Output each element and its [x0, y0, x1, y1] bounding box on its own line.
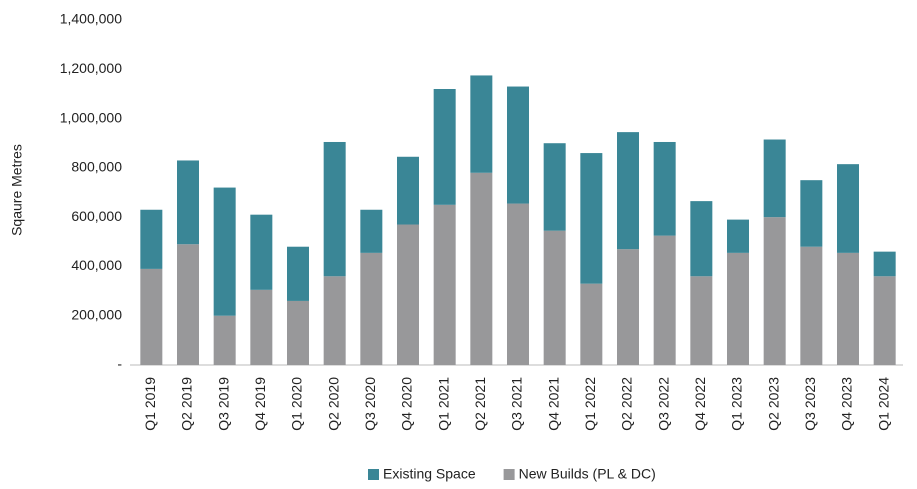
y-axis-label: Sqaure Metres: [9, 144, 25, 236]
bar-segment: [763, 139, 786, 218]
bar-segment: [213, 315, 236, 365]
bar-segment: [690, 201, 713, 277]
x-tick-label: Q4 2019: [252, 377, 268, 431]
x-tick-label: Q1 2022: [582, 377, 598, 431]
bar-segment: [250, 289, 273, 365]
bar-segment: [873, 251, 896, 277]
y-tick-label: -: [117, 356, 122, 372]
bar-segment: [360, 252, 383, 365]
legend-swatch: [503, 469, 515, 480]
bar-segment: [250, 214, 273, 290]
bar-segment: [507, 86, 529, 204]
y-tick-label: 1,200,000: [60, 60, 122, 76]
x-tick-label: Q3 2022: [655, 377, 671, 431]
bar-segment: [837, 252, 859, 365]
x-tick-label: Q1 2021: [435, 377, 451, 431]
bar-segment: [140, 268, 163, 365]
x-tick-label: Q4 2022: [692, 377, 708, 431]
bar-segment: [323, 276, 346, 365]
bar-segment: [727, 252, 749, 365]
y-tick-label: 1,400,000: [60, 11, 122, 27]
x-tick-label: Q3 2021: [509, 377, 525, 431]
bar-segment: [177, 244, 199, 365]
bar-segment: [727, 219, 749, 253]
bar-segment: [653, 235, 676, 365]
bar-segment: [397, 156, 419, 225]
bar-segment: [470, 75, 493, 173]
bar-segment: [397, 224, 419, 365]
bar-segment: [323, 141, 346, 277]
y-tick-label: 400,000: [71, 257, 122, 273]
legend-swatch: [368, 469, 379, 480]
y-tick-label: 800,000: [71, 159, 122, 175]
x-tick-label: Q2 2022: [619, 377, 635, 431]
bar-segment: [433, 204, 456, 365]
y-tick-label: 1,000,000: [60, 109, 122, 125]
bar-segment: [433, 89, 456, 205]
bar-segment: [287, 300, 309, 365]
legend-label: Existing Space: [383, 466, 476, 482]
bar-segment: [287, 246, 309, 301]
x-tick-label: Q2 2019: [179, 377, 195, 431]
bar-segment: [140, 209, 163, 269]
bar-segment: [177, 160, 199, 245]
bar-segment: [580, 153, 603, 284]
bar-segment: [690, 276, 713, 365]
x-tick-label: Q1 2020: [289, 377, 305, 431]
legend-label: New Builds (PL & DC): [519, 466, 656, 482]
bar-segment: [617, 132, 639, 250]
bar-segment: [507, 203, 529, 365]
x-tick-label: Q4 2020: [399, 377, 415, 431]
x-tick-label: Q4 2023: [839, 377, 855, 431]
bar-segment: [543, 230, 566, 365]
x-tick-label: Q3 2020: [362, 377, 378, 431]
x-tick-label: Q2 2023: [765, 377, 781, 431]
bar-segment: [213, 187, 236, 316]
y-tick-label: 600,000: [71, 208, 122, 224]
x-tick-label: Q3 2023: [802, 377, 818, 431]
bar-segment: [543, 143, 566, 231]
bar-segment: [837, 164, 859, 253]
x-tick-label: Q1 2019: [142, 377, 158, 431]
bar-segment: [653, 141, 676, 236]
x-tick-label: Q2 2020: [325, 377, 341, 431]
y-tick-label: 200,000: [71, 306, 122, 322]
x-tick-label: Q1 2024: [875, 377, 891, 431]
bar-segment: [800, 180, 823, 247]
bar-segment: [580, 283, 603, 365]
bar-segment: [360, 209, 383, 253]
x-tick-label: Q2 2021: [472, 377, 488, 431]
bar-segment: [470, 172, 493, 365]
bar-segment: [873, 276, 896, 365]
bar-segment: [800, 246, 823, 365]
x-tick-label: Q4 2021: [545, 377, 561, 431]
x-tick-label: Q3 2019: [215, 377, 231, 431]
x-tick-label: Q1 2023: [729, 377, 745, 431]
bar-segment: [617, 249, 639, 365]
bar-segment: [763, 217, 786, 365]
